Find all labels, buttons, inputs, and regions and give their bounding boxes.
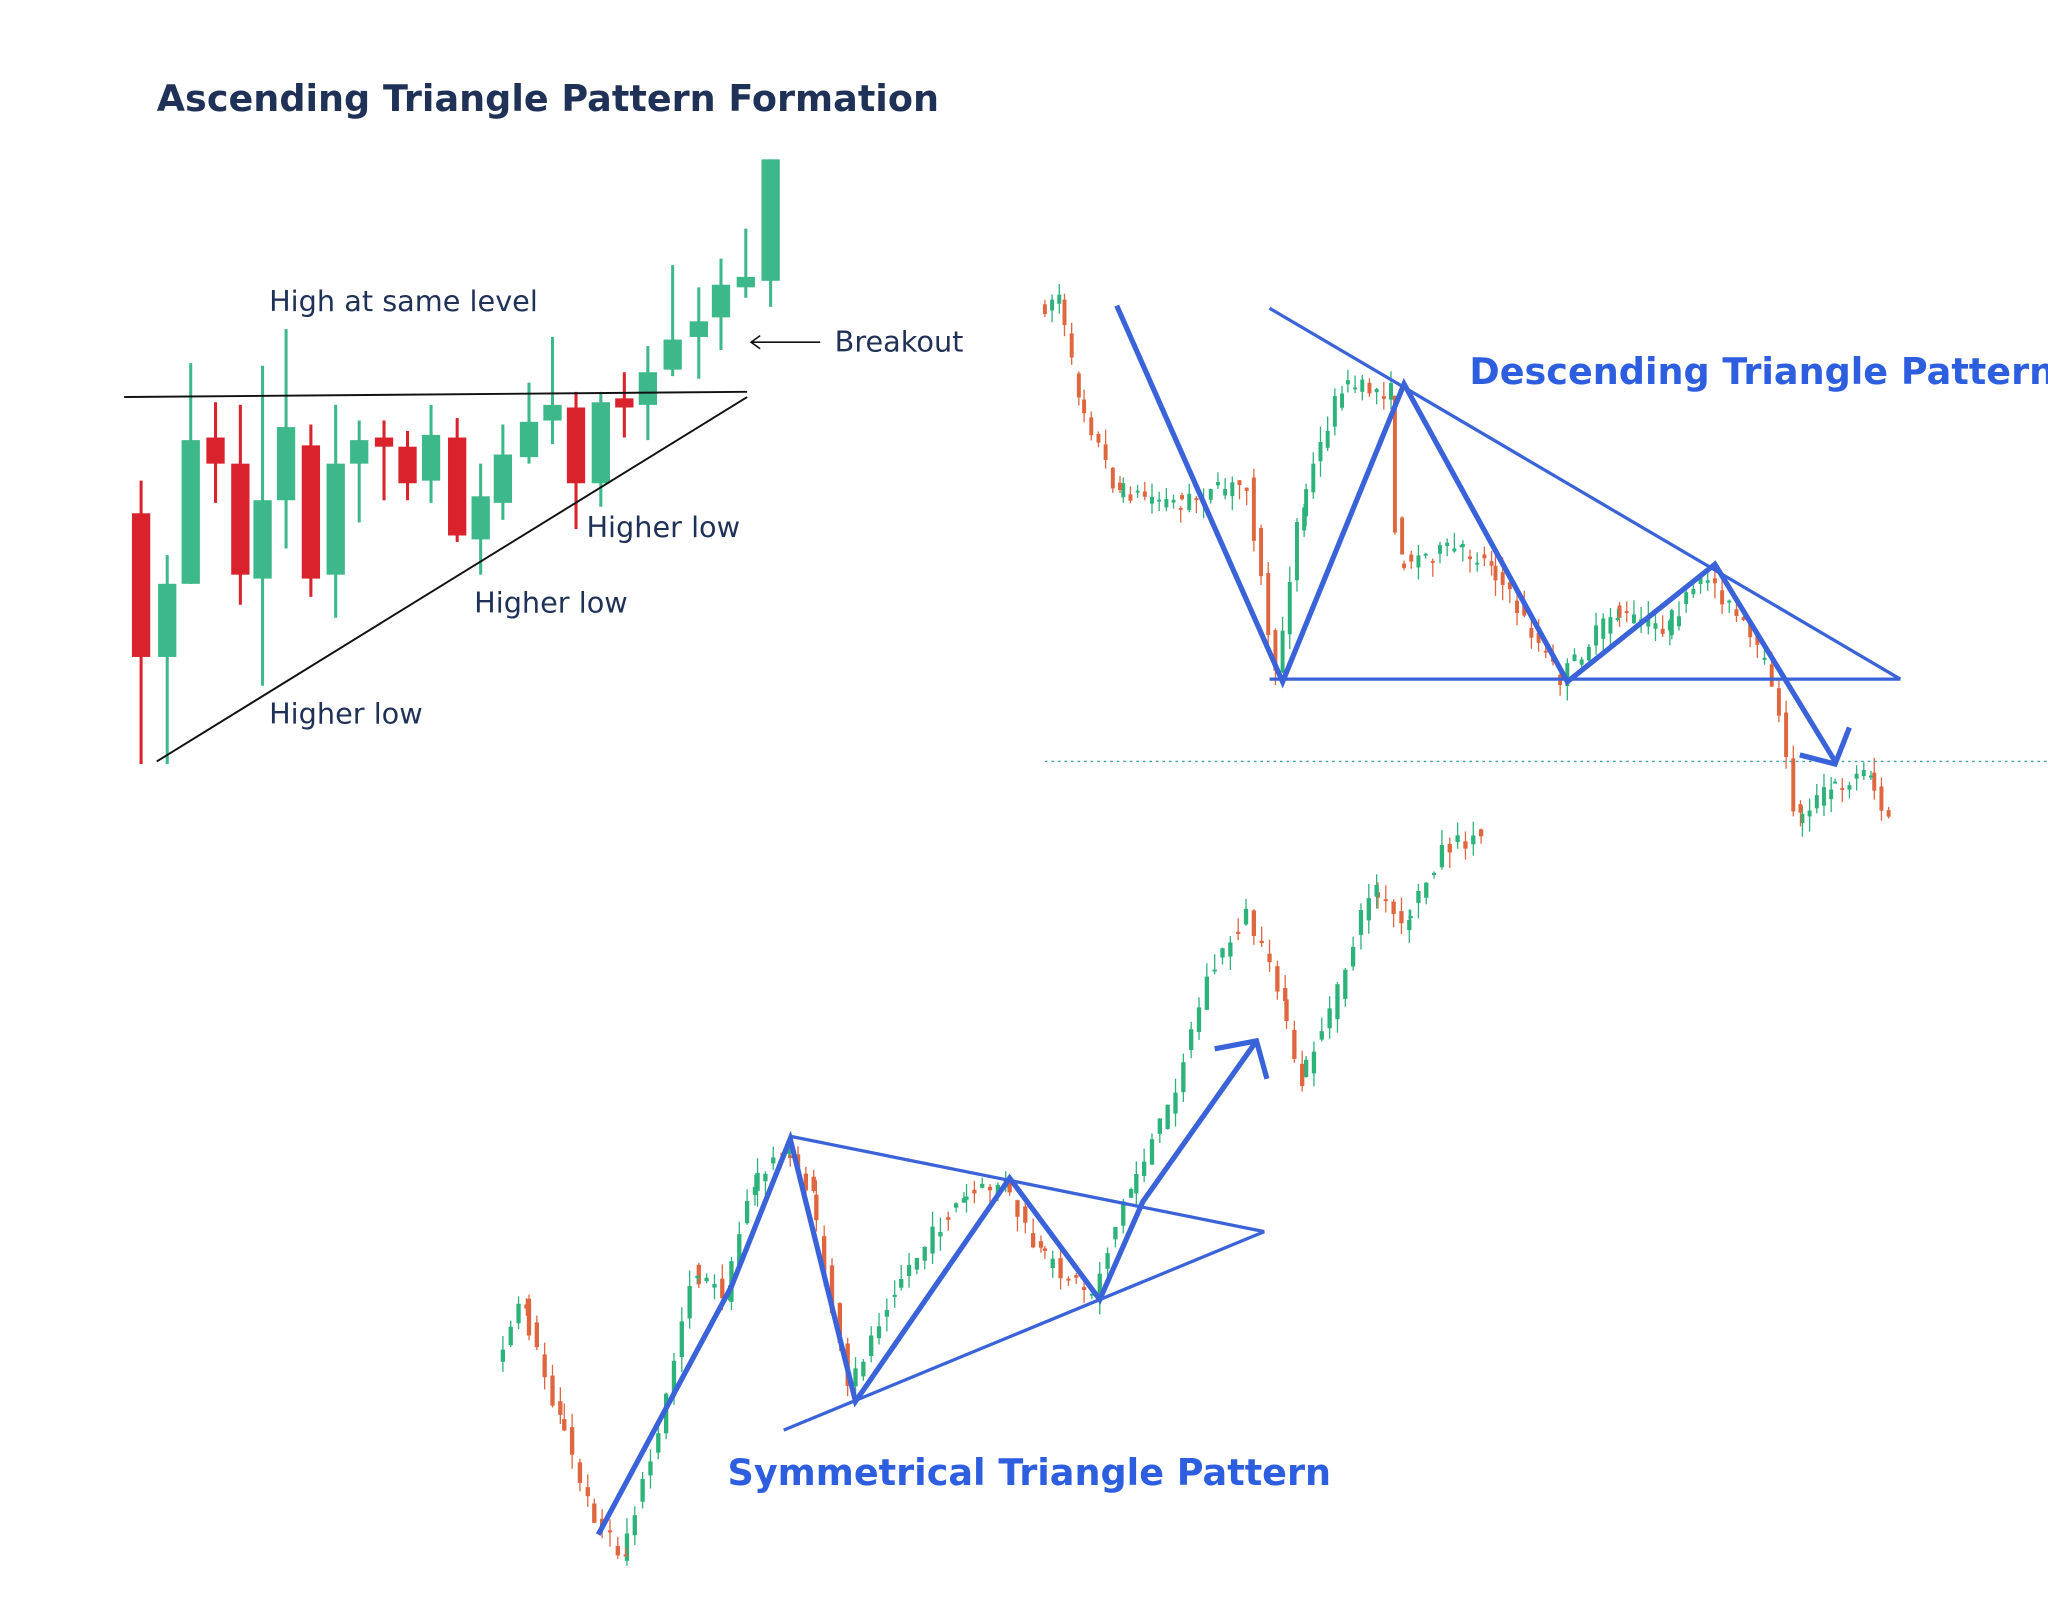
ascending-title: Ascending Triangle Pattern Formation (157, 77, 939, 120)
resistance-line (124, 390, 748, 399)
higher-low-label: Higher low (586, 510, 740, 544)
candle-body (1833, 781, 1838, 784)
descending-line (1268, 306, 1902, 681)
symmetrical-title: Symmetrical Triangle Pattern (728, 1451, 1332, 1494)
lower-line (783, 1230, 1265, 1432)
arrow-head (1214, 1037, 1270, 1080)
symmetrical-triangle (500, 821, 1484, 1566)
upper-line (789, 1134, 1265, 1234)
breakout-arrow-head (749, 335, 761, 350)
high-label: High at same level (269, 284, 538, 318)
descending-triangle (1042, 283, 2048, 837)
ascending-triangle (124, 159, 821, 765)
zigzag (1114, 304, 1838, 763)
support-line (156, 396, 748, 763)
breakout-label: Breakout (835, 324, 964, 358)
descending-title: Descending Triangle Pattern (1469, 350, 2048, 393)
higher-low-label: Higher low (269, 697, 423, 731)
zigzag (595, 1039, 1259, 1536)
arrow-head (1799, 726, 1852, 768)
higher-low-label: Higher low (474, 586, 628, 620)
